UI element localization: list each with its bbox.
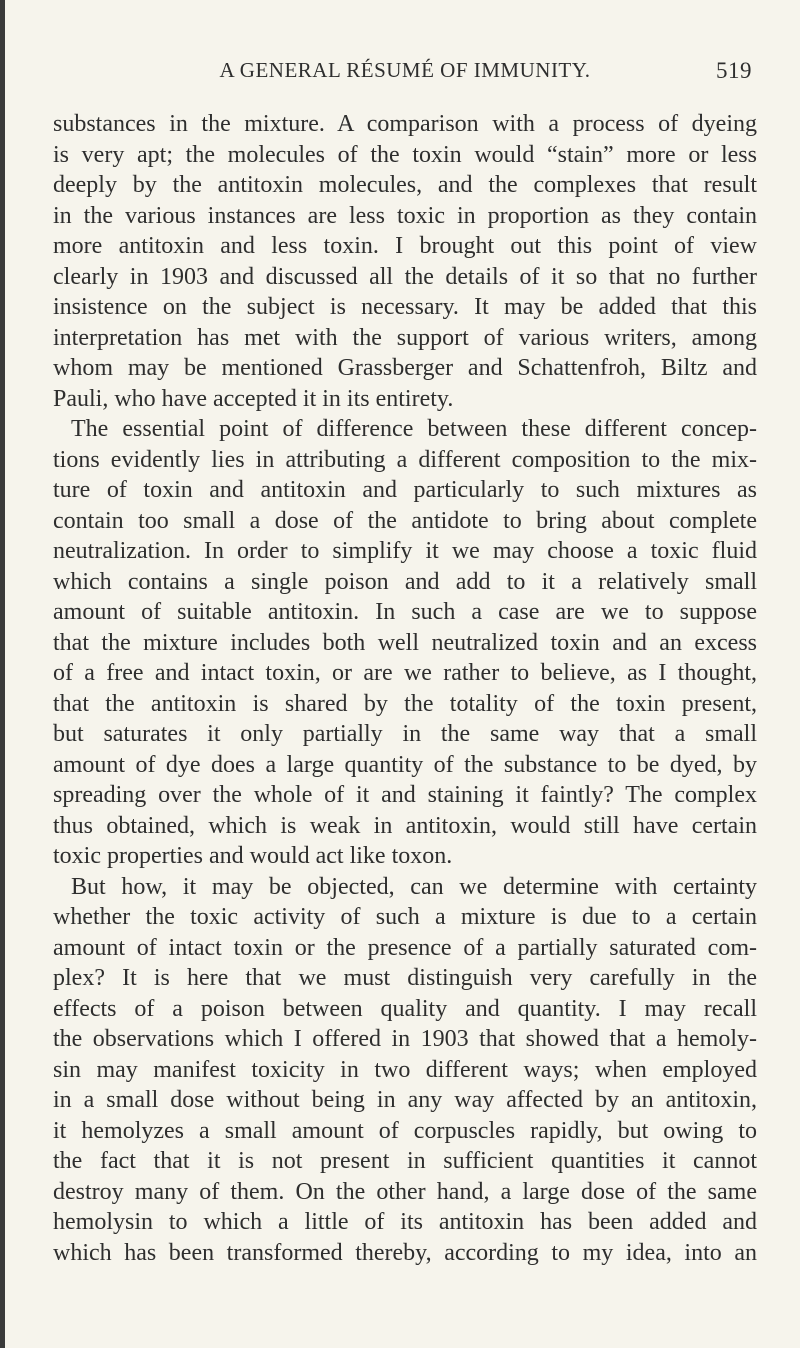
- text-line: the fact that it is not present in suffi…: [53, 1148, 757, 1174]
- text-line: is very apt; the molecules of the toxin …: [53, 141, 757, 168]
- text-line: toxic properties and would act like toxo…: [53, 843, 453, 869]
- running-head: A GENERAL RÉSUMÉ OF IMMUNITY.: [219, 58, 591, 82]
- text-line: deeply by the antitoxin molecules, and t…: [53, 172, 757, 198]
- text-line: whom may be mentioned Grassberger and Sc…: [53, 355, 757, 381]
- text-line: which contains a single poison and add t…: [53, 568, 757, 595]
- text-line: amount of suitable antitoxin. In such a …: [53, 599, 757, 625]
- text-line: neutralization. In order to simplify it …: [53, 538, 757, 564]
- text-line: thus obtained, which is weak in antitoxi…: [53, 812, 757, 839]
- text-line: contain too small a dose of the antidote…: [53, 507, 757, 534]
- text-line: that the antitoxin is shared by the tota…: [53, 690, 757, 717]
- text-line: amount of dye does a large quantity of t…: [53, 751, 757, 778]
- text-line: which has been transformed thereby, acco…: [53, 1239, 757, 1266]
- text-line: clearly in 1903 and discussed all the de…: [53, 263, 757, 290]
- text-line: spreading over the whole of it and stain…: [53, 782, 757, 808]
- text-line: substances in the mixture. A comparison …: [53, 111, 757, 137]
- text-line: sin may manifest toxicity in two differe…: [53, 1056, 757, 1083]
- text-line: plex? It is here that we must distinguis…: [53, 965, 757, 991]
- text-line: in a small dose without being in any way…: [53, 1087, 757, 1113]
- text-line: amount of intact toxin or the presence o…: [53, 934, 757, 961]
- page-number: 519: [716, 58, 752, 83]
- text-line: hemolysin to which a little of its antit…: [53, 1209, 757, 1235]
- text-line: the observations which I offered in 1903…: [53, 1026, 757, 1052]
- text-line: destroy many of them. On the other hand,…: [53, 1178, 757, 1205]
- text-line: tions evidently lies in attributing a di…: [53, 446, 757, 473]
- text-line: whether the toxic activity of such a mix…: [53, 904, 757, 930]
- text-line: effects of a poison between quality and …: [53, 995, 757, 1022]
- text-line: but saturates it only partially in the s…: [53, 721, 757, 747]
- text-line: that the mixture includes both well neut…: [53, 629, 757, 656]
- text-line: of a free and intact toxin, or are we ra…: [53, 660, 757, 686]
- text-line: it hemolyzes a small amount of corpuscle…: [53, 1117, 757, 1144]
- text-line: in the various instances are less toxic …: [53, 202, 757, 229]
- text-line: The essential point of difference betwee…: [71, 416, 757, 442]
- text-line: Pauli, who have accepted it in its entir…: [53, 385, 454, 412]
- text-line: insistence on the subject is necessary. …: [53, 294, 757, 320]
- text-line: interpretation has met with the support …: [53, 324, 757, 351]
- text-line: more antitoxin and less toxin. I brought…: [53, 233, 757, 259]
- text-line: ture of toxin and antitoxin and particul…: [53, 477, 757, 503]
- text-line: But how, it may be objected, can we dete…: [71, 873, 757, 900]
